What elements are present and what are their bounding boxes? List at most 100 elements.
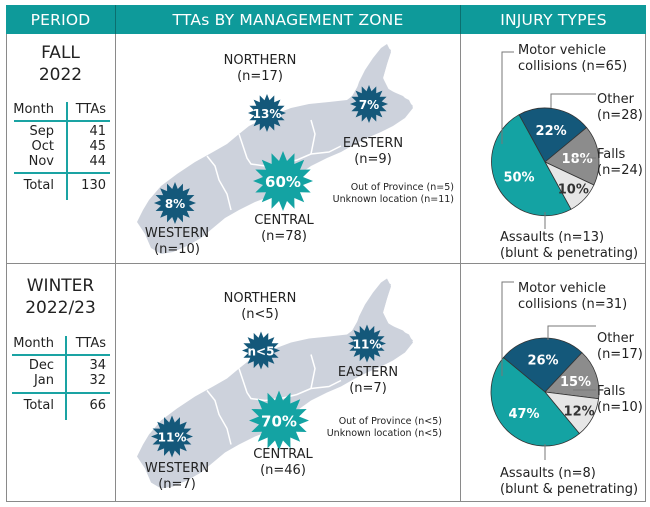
table-total-row: Total 66 [12,398,110,413]
total-value: 130 [81,178,106,193]
table-row: Oct 45 [14,139,110,154]
ttas-cell: 32 [89,373,106,388]
column-divider [460,34,461,502]
legend-text: Motor vehicle [518,43,606,58]
col-ttas-header: TTAs [75,336,106,351]
starburst-shape [151,415,193,458]
zone-name: NORTHERN [223,53,297,68]
header-period: PERIOD [6,5,115,34]
starburst-shape [348,324,386,363]
injury-pie-chart: 22% 18% 10% 50% [491,51,600,229]
out-of-province-note: Out of Province (n<5) [338,416,442,427]
zone-burst-central: 60% [253,151,313,211]
period-season: FALL [41,43,80,63]
total-label: Total [23,178,54,193]
month-cell: Dec [28,358,54,373]
starburst-shape [249,390,309,451]
zone-border-line [310,354,316,389]
ttas-cell: 34 [89,358,106,373]
burst-label: 8% [165,197,185,211]
zone-border-line [310,379,342,390]
ttas-cell: 44 [89,154,106,169]
zone-label-central: CENTRAL (n=78) [254,213,314,245]
column-divider [115,34,116,502]
period-year: 2022 [38,65,83,85]
month-table: Month TTAs Sep 41 Oct 45 Nov 44 Total 13… [13,102,110,202]
zone-count: (n=9) [354,152,392,167]
starburst-shape [253,151,313,211]
zone-border-line [310,145,342,155]
zone-name: CENTRAL [254,213,314,228]
zone-burst-central: 70% [249,390,309,451]
table-row: Dec 34 [12,358,110,373]
zone-name: WESTERN [144,461,210,476]
zone-burst-eastern: 11% [348,324,386,363]
table-rule [12,392,110,394]
slice-label: 12% [564,405,595,420]
ttas-cell: 41 [89,124,106,139]
legend-text: (n=28) [597,108,643,123]
zone-label-northern: NORTHERN (n=17) [224,53,297,85]
header-injury-types: INJURY TYPES [460,5,646,34]
legend-assaults: Assaults (n=13) (blunt & penetrating) [500,230,638,262]
zone-label-western: WESTERN (n=7) [145,461,209,493]
starburst-shape [248,94,286,132]
zone-burst-western: 11% [151,415,193,458]
unknown-location-note: Unknown location (n<5) [326,428,442,439]
legend-mvc: Motor vehicle collisions (n=31) [518,281,627,313]
legend-text: (blunt & penetrating) [500,482,639,497]
period-season: WINTER [26,276,95,296]
burst-label: 13% [253,107,282,121]
table-vertical-rule [65,336,67,420]
zone-count: (n=7) [349,381,387,396]
slice-falls [544,352,600,400]
zone-name: WESTERN [144,226,210,241]
zone-count: (n=10) [154,242,200,257]
slice-other [518,107,588,163]
month-cell: Oct [31,139,54,154]
month-cell: Nov [28,154,54,169]
legend-text: Motor vehicle [518,281,606,296]
legend-other: Other (n=28) [597,92,643,124]
zone-name: EASTERN [337,365,399,380]
legend-text: collisions (n=65) [518,59,628,74]
starburst-shape [242,331,280,370]
table-rule [14,172,110,174]
total-value: 66 [89,398,106,413]
total-label: Total [23,398,54,413]
zone-count: (n=78) [261,229,307,244]
leader-line [501,281,514,376]
month-cell: Sep [29,124,54,139]
zone-border-line [206,390,232,445]
legend-falls: Falls (n=24) [597,147,643,179]
zone-label-northern: NORTHERN (n<5) [224,291,297,323]
zone-count: (n<5) [241,307,279,322]
zone-label-central: CENTRAL (n=46) [253,447,313,479]
zone-border-line [206,155,232,211]
leader-line [547,325,596,340]
zone-count: (n=17) [237,69,283,84]
legend-text: Assaults (n=13) [500,230,605,245]
burst-label: 11% [158,431,187,445]
injury-pie-chart: 26%15% 12% 47% [490,281,600,460]
burst-label: 70% [261,413,297,431]
row-divider [6,263,646,264]
burst-label: 60% [265,173,301,191]
slice-motor-vehicle [491,114,572,217]
legend-text: (n=17) [597,347,643,362]
zone-burst-northern: n<5 [242,331,280,370]
slice-label: 18% [562,152,593,167]
mainland-shape [137,278,413,489]
table-header-row: Month TTAs [13,102,110,117]
legend-text: (n=24) [597,163,643,178]
slice-motor-vehicle [490,357,580,447]
zone-count: (n=46) [260,463,306,478]
month-cell: Jan [33,373,54,388]
legend-falls: Falls (n=10) [597,384,643,416]
legend-mvc: Motor vehicle collisions (n=65) [518,43,627,75]
burst-label: n<5 [248,345,275,359]
leader-line [550,93,596,108]
zone-label-eastern: EASTERN (n=9) [343,136,403,168]
slice-other [502,337,583,393]
leader-line [501,51,514,144]
